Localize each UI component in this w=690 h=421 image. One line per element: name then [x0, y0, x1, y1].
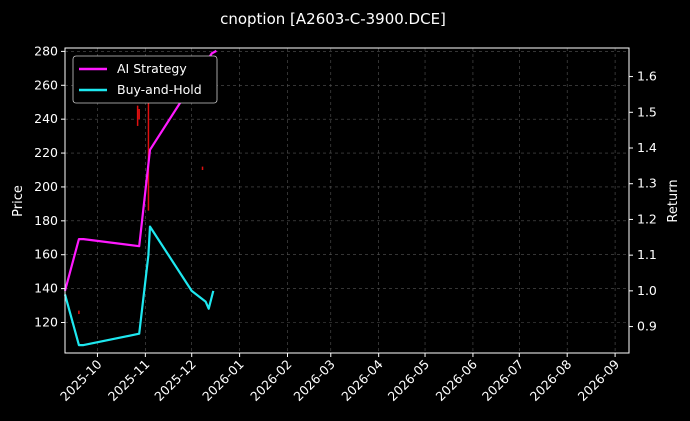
- series-line-buy-and-hold: [63, 225, 215, 347]
- y-right-tick-label: 1.4: [637, 140, 657, 155]
- series-line-ai-strategy: [63, 49, 217, 292]
- series-lines: [63, 49, 217, 347]
- chart-title: cnoption [A2603-C-3900.DCE]: [220, 10, 446, 28]
- plot-frame: [64, 47, 630, 354]
- y-axis-left-label: Price: [11, 185, 26, 217]
- legend-label: AI Strategy: [117, 61, 187, 76]
- y-right-tick-label: 1.3: [637, 176, 657, 191]
- y-left-tick-label: 180: [34, 213, 58, 228]
- y-right-tick-label: 1.6: [637, 69, 657, 84]
- y-left-tick-label: 240: [34, 111, 58, 126]
- y-axis-right-label: Return: [666, 179, 681, 222]
- legend-box: [72, 55, 218, 104]
- y-left-tick-label: 280: [34, 43, 58, 58]
- y-left-tick-label: 200: [34, 179, 58, 194]
- y-left-tick-label: 140: [34, 281, 58, 296]
- y-right-tick-label: 1.1: [637, 247, 657, 262]
- price-marks: [78, 70, 211, 315]
- y-left-tick-label: 260: [34, 77, 58, 92]
- y-right-tick-label: 1.5: [637, 104, 657, 119]
- y-right-tick-label: 1.0: [637, 283, 657, 298]
- y-right-tick-label: 0.9: [637, 319, 657, 334]
- legend: AI Strategy Buy-and-Hold: [72, 55, 218, 104]
- y-right-tick-label: 1.2: [637, 211, 657, 226]
- y-left-tick-label: 220: [34, 145, 58, 160]
- legend-label: Buy-and-Hold: [117, 82, 202, 97]
- y-left-tick-label: 160: [34, 247, 58, 262]
- y-left-tick-label: 120: [34, 315, 58, 330]
